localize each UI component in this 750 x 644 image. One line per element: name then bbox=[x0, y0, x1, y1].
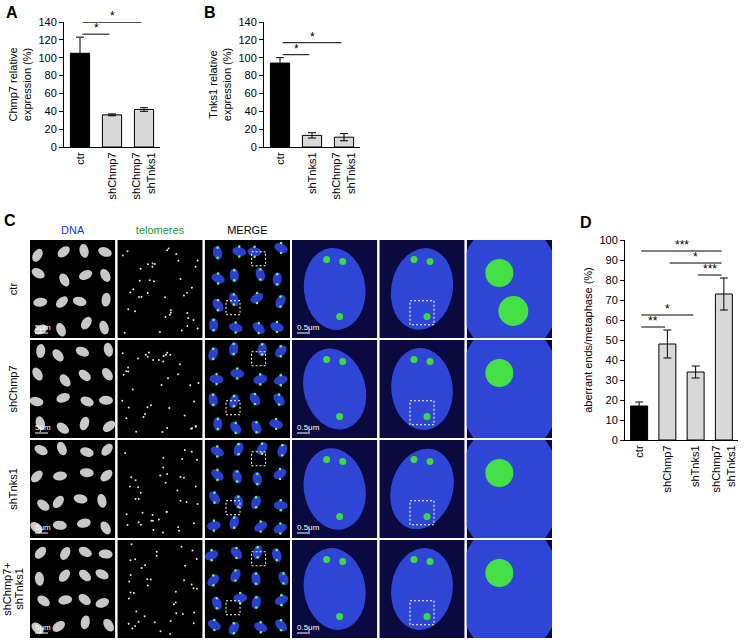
svg-text:0: 0 bbox=[51, 141, 57, 153]
svg-text:shChmp7shTnks1: shChmp7shTnks1 bbox=[710, 445, 736, 492]
svg-text:0: 0 bbox=[612, 434, 618, 446]
svg-text:ctr: ctr bbox=[633, 445, 645, 458]
svg-text:80: 80 bbox=[606, 274, 618, 286]
svg-text:5μm: 5μm bbox=[35, 323, 51, 332]
svg-text:***: *** bbox=[675, 238, 689, 252]
svg-text:80: 80 bbox=[45, 69, 57, 81]
svg-text:shTnks1: shTnks1 bbox=[306, 152, 318, 194]
svg-text:shChmp7+: shChmp7+ bbox=[1, 562, 13, 616]
svg-text:0.5μm: 0.5μm bbox=[297, 523, 320, 532]
svg-text:*: * bbox=[110, 9, 115, 23]
svg-text:Tnks1 relativeexpression (%): Tnks1 relativeexpression (%) bbox=[207, 48, 233, 121]
svg-text:20: 20 bbox=[606, 394, 618, 406]
svg-text:A: A bbox=[6, 4, 18, 21]
svg-text:90: 90 bbox=[606, 254, 618, 266]
svg-text:60: 60 bbox=[606, 314, 618, 326]
svg-text:shChmp7shTnks1: shChmp7shTnks1 bbox=[330, 152, 356, 199]
svg-text:shTnks1: shTnks1 bbox=[13, 568, 25, 610]
svg-text:40: 40 bbox=[606, 354, 618, 366]
svg-text:100: 100 bbox=[38, 52, 56, 64]
svg-text:aberrant ends/metaphase (%): aberrant ends/metaphase (%) bbox=[582, 267, 594, 413]
svg-text:100: 100 bbox=[238, 52, 256, 64]
svg-text:120: 120 bbox=[238, 34, 256, 46]
svg-text:80: 80 bbox=[245, 69, 257, 81]
svg-text:5μm: 5μm bbox=[35, 623, 51, 632]
svg-text:0: 0 bbox=[251, 141, 257, 153]
svg-text:ctr: ctr bbox=[7, 283, 19, 296]
svg-text:0.5μm: 0.5μm bbox=[297, 323, 320, 332]
svg-text:shChmp7: shChmp7 bbox=[661, 445, 673, 492]
svg-text:*: * bbox=[665, 302, 670, 316]
svg-text:*: * bbox=[294, 42, 299, 56]
svg-text:40: 40 bbox=[245, 105, 257, 117]
svg-text:60: 60 bbox=[245, 87, 257, 99]
svg-text:30: 30 bbox=[606, 374, 618, 386]
svg-text:C: C bbox=[4, 212, 16, 229]
svg-text:140: 140 bbox=[38, 16, 56, 28]
svg-text:***: *** bbox=[703, 262, 717, 276]
svg-text:20: 20 bbox=[45, 123, 57, 135]
svg-text:5μm: 5μm bbox=[35, 523, 51, 532]
svg-text:**: ** bbox=[648, 314, 658, 328]
svg-text:20: 20 bbox=[245, 123, 257, 135]
svg-text:120: 120 bbox=[38, 34, 56, 46]
svg-text:shTnks1: shTnks1 bbox=[7, 468, 19, 510]
svg-text:Chmp7 relativeexpression (%): Chmp7 relativeexpression (%) bbox=[7, 48, 33, 122]
svg-text:*: * bbox=[693, 250, 698, 264]
svg-text:B: B bbox=[204, 4, 216, 21]
svg-text:shTnks1: shTnks1 bbox=[689, 445, 701, 487]
svg-text:100: 100 bbox=[599, 234, 617, 246]
svg-text:*: * bbox=[310, 30, 315, 44]
svg-text:0.5μm: 0.5μm bbox=[297, 623, 320, 632]
svg-text:*: * bbox=[94, 21, 99, 35]
svg-text:40: 40 bbox=[45, 105, 57, 117]
svg-text:ctr: ctr bbox=[274, 152, 286, 165]
svg-text:DNA: DNA bbox=[61, 224, 85, 236]
svg-text:10: 10 bbox=[606, 414, 618, 426]
svg-text:50: 50 bbox=[606, 334, 618, 346]
svg-text:MERGE: MERGE bbox=[227, 224, 267, 236]
svg-text:shChmp7: shChmp7 bbox=[106, 152, 118, 199]
svg-text:shChmp7: shChmp7 bbox=[7, 365, 19, 412]
svg-text:ctr: ctr bbox=[74, 152, 86, 165]
svg-text:telomeres: telomeres bbox=[136, 224, 185, 236]
svg-text:shChmp7shTnks1: shChmp7shTnks1 bbox=[130, 152, 156, 199]
svg-text:70: 70 bbox=[606, 294, 618, 306]
svg-text:0.5μm: 0.5μm bbox=[297, 423, 320, 432]
svg-text:D: D bbox=[580, 214, 592, 231]
svg-text:5μm: 5μm bbox=[35, 423, 51, 432]
svg-text:60: 60 bbox=[45, 87, 57, 99]
svg-text:140: 140 bbox=[238, 16, 256, 28]
